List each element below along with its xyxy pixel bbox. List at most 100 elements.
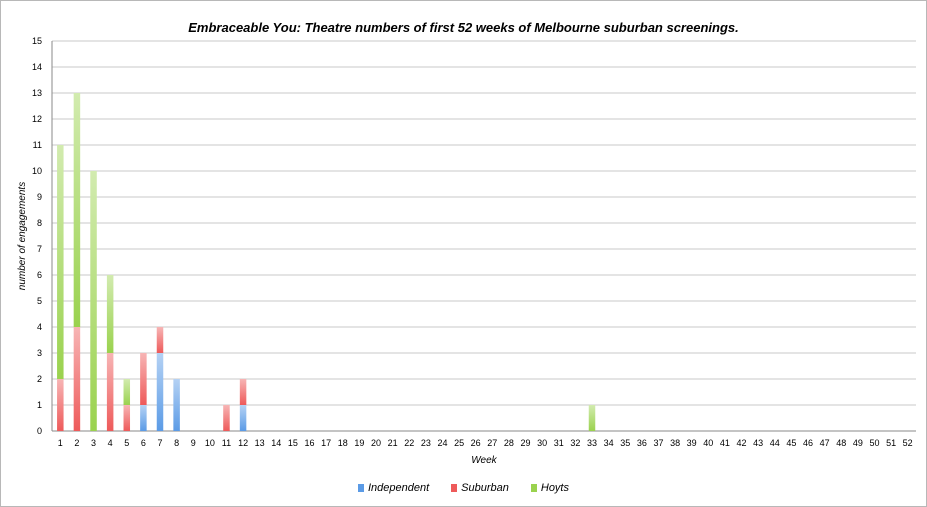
x-axis-title: Week xyxy=(471,455,497,466)
x-tick-label: 2 xyxy=(74,438,79,448)
x-tick-label: 41 xyxy=(720,438,730,448)
x-tick-label: 52 xyxy=(903,438,913,448)
y-tick-label: 11 xyxy=(33,140,42,150)
x-tick-label: 3 xyxy=(91,438,96,448)
y-tick-label: 0 xyxy=(37,426,42,436)
bar-suburban-week-2 xyxy=(73,327,81,431)
legend-label: Suburban xyxy=(461,482,509,494)
x-tick-label: 33 xyxy=(587,438,597,448)
x-tick-label: 40 xyxy=(703,438,713,448)
x-tick-label: 9 xyxy=(191,438,196,448)
y-axis-title: number of engagements xyxy=(17,182,28,290)
y-tick-label: 12 xyxy=(32,114,42,124)
y-tick-label: 7 xyxy=(37,244,42,254)
bar-independent-week-6 xyxy=(140,405,147,431)
y-tick-label: 15 xyxy=(32,36,42,46)
bar-suburban-week-6 xyxy=(140,353,147,405)
x-tick-label: 24 xyxy=(437,438,447,448)
legend-swatch-hoyts xyxy=(530,484,537,492)
x-tick-label: 31 xyxy=(554,438,564,448)
x-tick-label: 4 xyxy=(108,438,113,448)
x-tick-label: 13 xyxy=(255,438,265,448)
bar-independent-week-12 xyxy=(239,405,247,431)
x-tick-label: 18 xyxy=(338,438,348,448)
x-tick-label: 8 xyxy=(174,438,179,448)
bar-hoyts-week-1 xyxy=(57,145,64,379)
bar-hoyts-week-4 xyxy=(106,275,114,353)
x-tick-label: 10 xyxy=(205,438,215,448)
chart-legend: Independent Suburban Hoyts xyxy=(1,482,926,494)
x-tick-label: 47 xyxy=(820,438,830,448)
chart-title: Embraceable You: Theatre numbers of firs… xyxy=(188,20,739,35)
x-tick-label: 7 xyxy=(157,438,162,448)
x-tick-label: 50 xyxy=(869,438,879,448)
y-tick-label: 1 xyxy=(37,400,42,410)
x-tick-label: 30 xyxy=(537,438,547,448)
legend-swatch-independent xyxy=(357,484,364,492)
legend-swatch-suburban xyxy=(451,484,458,492)
x-tick-label: 35 xyxy=(620,438,630,448)
legend-item-hoyts: Hoyts xyxy=(530,482,569,494)
y-tick-label: 9 xyxy=(37,192,42,202)
x-tick-label: 25 xyxy=(454,438,464,448)
x-tick-label: 6 xyxy=(141,438,146,448)
x-tick-label: 23 xyxy=(421,438,431,448)
y-tick-label: 6 xyxy=(37,270,42,280)
bar-hoyts-week-5 xyxy=(123,379,131,405)
x-tick-label: 12 xyxy=(238,438,248,448)
x-tick-label: 27 xyxy=(487,438,497,448)
bar-independent-week-7 xyxy=(156,353,164,431)
x-tick-label: 45 xyxy=(786,438,796,448)
legend-item-suburban: Suburban xyxy=(451,482,509,494)
x-tick-label: 1 xyxy=(58,438,63,448)
x-tick-label: 46 xyxy=(803,438,813,448)
x-tick-label: 44 xyxy=(770,438,780,448)
x-tick-label: 51 xyxy=(886,438,896,448)
bar-suburban-week-7 xyxy=(156,327,164,353)
bar-suburban-week-1 xyxy=(57,379,64,431)
x-tick-label: 15 xyxy=(288,438,298,448)
y-tick-label: 14 xyxy=(32,62,42,72)
bar-suburban-week-5 xyxy=(123,405,131,431)
x-tick-label: 49 xyxy=(853,438,863,448)
bar-suburban-week-11 xyxy=(223,405,230,431)
x-tick-label: 37 xyxy=(653,438,663,448)
x-tick-label: 17 xyxy=(321,438,331,448)
x-tick-label: 5 xyxy=(124,438,129,448)
x-tick-label: 22 xyxy=(404,438,414,448)
x-tick-label: 26 xyxy=(471,438,481,448)
y-tick-label: 2 xyxy=(37,374,42,384)
x-tick-label: 29 xyxy=(521,438,531,448)
x-tick-label: 19 xyxy=(354,438,364,448)
x-tick-label: 38 xyxy=(670,438,680,448)
bar-suburban-week-12 xyxy=(239,379,247,405)
bar-independent-week-8 xyxy=(173,379,180,431)
x-tick-label: 28 xyxy=(504,438,514,448)
y-tick-label: 3 xyxy=(37,348,42,358)
y-tick-label: 5 xyxy=(37,296,42,306)
y-tick-label: 10 xyxy=(32,166,42,176)
x-tick-label: 42 xyxy=(737,438,747,448)
legend-label: Hoyts xyxy=(540,482,569,494)
y-tick-label: 4 xyxy=(37,322,42,332)
x-tick-label: 36 xyxy=(637,438,647,448)
x-tick-label: 16 xyxy=(305,438,315,448)
x-tick-label: 34 xyxy=(604,438,614,448)
y-tick-label: 13 xyxy=(32,88,42,98)
bar-hoyts-week-33 xyxy=(588,405,596,431)
x-tick-label: 20 xyxy=(371,438,381,448)
x-tick-label: 14 xyxy=(271,438,281,448)
bar-suburban-week-4 xyxy=(106,353,114,431)
bar-hoyts-week-3 xyxy=(90,171,97,431)
x-tick-label: 11 xyxy=(222,438,231,448)
bar-hoyts-week-2 xyxy=(73,93,81,327)
y-tick-label: 8 xyxy=(37,218,42,228)
x-tick-label: 43 xyxy=(753,438,763,448)
x-tick-label: 21 xyxy=(388,438,398,448)
legend-label: Independent xyxy=(367,482,430,494)
x-tick-label: 32 xyxy=(570,438,580,448)
x-tick-label: 39 xyxy=(687,438,697,448)
legend-item-independent: Independent xyxy=(357,482,430,494)
